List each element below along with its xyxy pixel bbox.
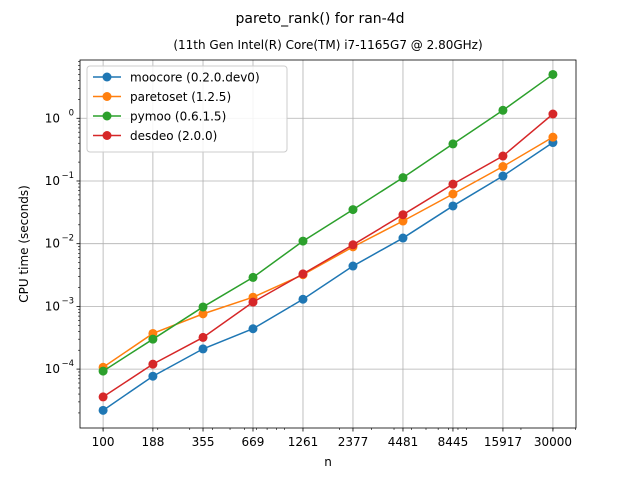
series-line	[102, 113, 554, 398]
data-point	[298, 294, 308, 304]
y-tick-label: 10	[45, 237, 60, 251]
x-tick-label: 2377	[338, 435, 369, 449]
y-tick-exponent: −4	[61, 359, 74, 369]
data-point	[498, 151, 508, 161]
x-tick-label: 669	[242, 435, 265, 449]
data-point	[298, 269, 308, 279]
data-point	[348, 261, 358, 271]
data-point	[148, 334, 158, 344]
y-tick-exponent: −3	[61, 296, 74, 306]
legend-label: pymoo (0.6.1.5)	[130, 110, 226, 124]
x-tick-label: 1261	[288, 435, 319, 449]
chart-subtitle: (11th Gen Intel(R) Core(TM) i7-1165G7 @ …	[173, 38, 482, 52]
x-tick-label: 15917	[484, 435, 522, 449]
data-point	[498, 105, 508, 115]
data-point	[398, 210, 408, 220]
data-point	[498, 171, 508, 181]
series-paretoset	[98, 132, 558, 372]
y-tick-label: 10	[45, 299, 60, 313]
legend-label: paretoset (1.2.5)	[130, 90, 231, 104]
series-pymoo	[98, 69, 558, 376]
x-tick-label: 188	[141, 435, 164, 449]
data-point	[448, 139, 458, 149]
data-point	[198, 332, 208, 342]
y-tick-label: 10	[45, 174, 60, 188]
data-point	[148, 371, 158, 381]
data-point	[498, 162, 508, 172]
data-point	[548, 109, 558, 119]
legend-box	[86, 65, 288, 153]
data-point	[248, 324, 258, 334]
data-point	[98, 366, 108, 376]
data-point	[98, 405, 108, 415]
legend-marker	[102, 72, 112, 82]
legend-label: moocore (0.2.0.dev0)	[130, 71, 260, 85]
data-point	[198, 302, 208, 312]
x-tick-label: 100	[92, 435, 115, 449]
data-point	[148, 359, 158, 369]
data-point	[248, 272, 258, 282]
legend: moocore (0.2.0.dev0) paretoset (1.2.5) pym…	[86, 65, 288, 153]
series-lines	[98, 69, 558, 415]
series-moocore	[98, 138, 558, 415]
y-tick-exponent: 0	[69, 108, 74, 118]
data-point	[548, 69, 558, 79]
data-point	[348, 240, 358, 250]
x-tick-label: 8445	[438, 435, 469, 449]
y-axis-label: CPU time (seconds)	[17, 185, 31, 303]
plot-frame	[79, 59, 577, 429]
x-tick-label: 355	[192, 435, 215, 449]
x-axis-label: n	[324, 455, 332, 469]
y-tick-label: 10	[45, 362, 60, 376]
y-tick-label: 10	[45, 111, 60, 125]
y-tick-exponent: −1	[61, 171, 74, 181]
data-point	[448, 189, 458, 199]
data-point	[98, 392, 108, 402]
series-desdeo	[98, 109, 558, 402]
legend-marker	[102, 131, 112, 140]
y-tick-exponent: −2	[61, 234, 74, 244]
data-point	[248, 297, 258, 307]
data-point	[198, 309, 208, 319]
series-line	[102, 136, 554, 368]
data-point	[198, 344, 208, 354]
data-point	[448, 179, 458, 189]
data-point	[298, 236, 308, 246]
data-point	[348, 205, 358, 215]
data-point	[398, 173, 408, 183]
legend-marker	[102, 92, 112, 101]
data-point	[398, 216, 408, 226]
series-line	[102, 141, 554, 411]
series-line	[102, 73, 554, 372]
legend-marker	[102, 111, 112, 121]
legend-label: desdeo (2.0.0)	[130, 129, 217, 143]
chart-title: pareto_rank() for ran-4d	[235, 11, 404, 27]
data-point	[398, 233, 408, 243]
axis-ticks: 100 188 355 669 1261 2377 4481 8445 15917 3000010…	[45, 61, 576, 449]
data-point	[548, 132, 558, 142]
x-tick-label: 30000	[534, 435, 572, 449]
x-tick-label: 4481	[388, 435, 419, 449]
data-point	[448, 201, 458, 211]
